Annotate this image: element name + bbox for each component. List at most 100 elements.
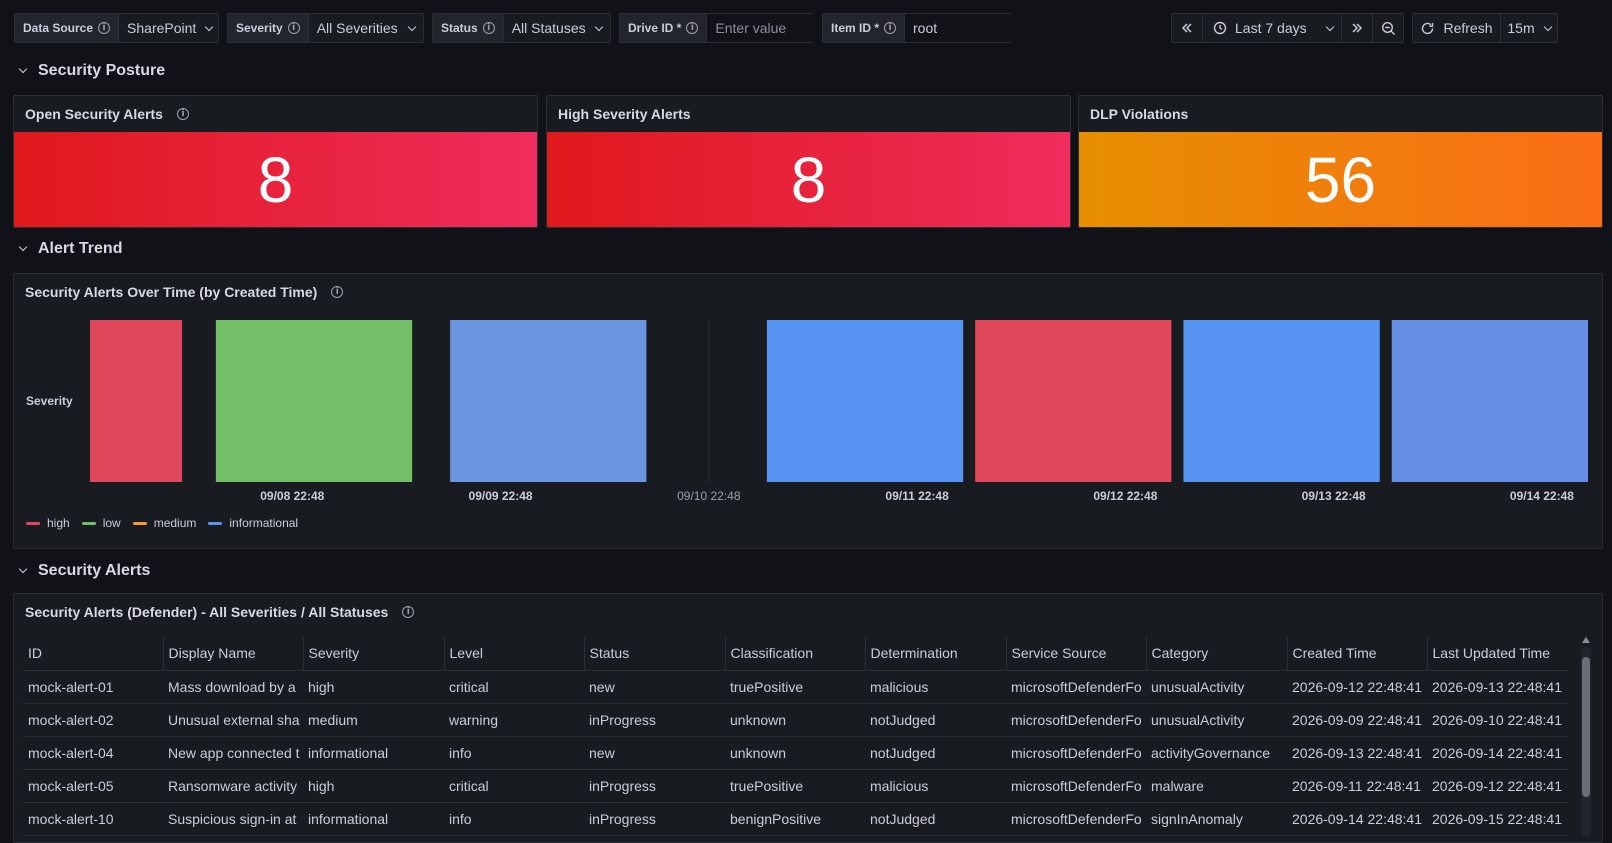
table-cell: info (444, 736, 584, 770)
refresh-button[interactable]: Refresh (1412, 13, 1501, 43)
info-icon[interactable]: i (98, 22, 111, 34)
scroll-thumb[interactable] (1582, 657, 1590, 797)
timeline-bar-high[interactable] (90, 320, 183, 482)
legend-item[interactable]: informational (208, 516, 298, 530)
drive-id-input[interactable] (707, 14, 818, 42)
x-tick-label: 09/09 22:48 (469, 489, 533, 503)
table-cell: high (303, 670, 444, 704)
column-header[interactable]: Level (443, 637, 584, 671)
severity-label: Severity (236, 21, 283, 35)
table-cell: 2026-09-15 22:48:41 (1427, 802, 1568, 836)
legend-item[interactable]: low (81, 516, 121, 530)
time-shift-back-button[interactable] (1171, 13, 1203, 43)
column-header[interactable]: Classification (724, 637, 865, 671)
table-row[interactable]: mock-alert-01 Mass download by a high criti… (23, 670, 1568, 704)
info-icon[interactable]: i (176, 108, 189, 120)
column-header[interactable]: Category (1145, 637, 1287, 671)
variable-status: Status i All Statuses (432, 13, 611, 43)
variable-label: Item ID * i (823, 14, 906, 42)
table-row[interactable]: mock-alert-04 New app connected t informat… (23, 736, 1568, 770)
legend-swatch (81, 521, 96, 525)
row-alert-trend[interactable]: Alert Trend (18, 240, 122, 258)
table-row[interactable]: mock-alert-02 Unusual external sha medium w… (23, 703, 1568, 737)
status-label: Status (441, 21, 478, 35)
info-icon[interactable]: i (331, 286, 344, 298)
state-timeline-chart: Severity 09/08 22:48 09/09 22:48 09/10 22:4… (26, 320, 1588, 503)
info-icon[interactable]: i (686, 22, 699, 34)
table-cell: truePositive (725, 769, 865, 803)
stat-value-area: 56 (1079, 132, 1602, 227)
table-header-row: ID Display Name Severity Level Status Classif… (23, 637, 1568, 671)
info-icon[interactable]: i (287, 22, 300, 34)
legend-item[interactable]: medium (132, 516, 197, 530)
legend-label: low (102, 516, 121, 530)
timeline-bar-low[interactable] (215, 320, 413, 482)
zoom-out-button[interactable] (1372, 13, 1404, 43)
table-cell: mock-alert-10 (23, 802, 163, 836)
timeline-bar-high[interactable] (975, 320, 1172, 482)
table-cell: malware (1146, 769, 1287, 803)
time-shift-forward-button[interactable] (1341, 13, 1373, 43)
refresh-interval-picker[interactable]: 15m (1500, 13, 1558, 43)
table-cell: 2026-09-14 22:48:41 (1427, 736, 1568, 770)
stat-panel-dlp-violations: DLP Violations 56 (1078, 95, 1603, 228)
table-cell: informational (303, 736, 444, 770)
table-cell: microsoftDefenderFo (1006, 802, 1146, 836)
table-cell: notJudged (865, 703, 1006, 737)
legend-item[interactable]: high (26, 516, 70, 530)
x-tick-label: 09/10 22:48 (677, 489, 741, 503)
column-header[interactable]: Created Time (1286, 637, 1427, 671)
column-header[interactable]: Determination (864, 637, 1006, 671)
variable-severity: Severity i All Severities (227, 13, 424, 43)
info-icon[interactable]: i (884, 22, 897, 34)
column-header[interactable]: Last Updated Time (1426, 637, 1568, 671)
table-cell: 2026-09-12 22:48:41 (1427, 769, 1568, 803)
table-cell: microsoftDefenderFo (1006, 670, 1146, 704)
timeline-bar-informational[interactable] (450, 320, 647, 482)
status-select[interactable]: All Statuses (504, 14, 610, 42)
chevron-down-icon (18, 564, 28, 574)
y-axis-label: Severity (26, 394, 73, 408)
timeline-bar-informational[interactable] (766, 320, 964, 482)
dashboard-toolbar: Data Source i SharePoint Severity i All … (14, 13, 1602, 43)
table-cell: unusualActivity (1146, 703, 1287, 737)
table-cell: 2026-09-14 22:48:41 (1287, 802, 1427, 836)
table-row[interactable]: mock-alert-10 Suspicious sign-in at inform… (23, 802, 1568, 836)
table-row[interactable]: mock-alert-05 Ransomware activity high crit… (23, 769, 1568, 803)
table-cell: 2026-09-12 22:48:41 (1287, 670, 1427, 704)
variable-item-id: Item ID * i (822, 13, 1016, 43)
variable-label: Severity i (228, 14, 309, 42)
time-range-picker[interactable]: Last 7 days (1202, 13, 1342, 43)
table-cell: Unusual external sha (163, 703, 303, 737)
row-security-posture[interactable]: Security Posture (18, 62, 165, 80)
scroll-up-icon[interactable] (1582, 637, 1590, 643)
variable-data-source: Data Source i SharePoint (14, 13, 219, 43)
legend-label: medium (153, 516, 197, 530)
table-scrollbar[interactable] (1581, 637, 1591, 837)
table-cell: microsoftDefenderFo (1006, 769, 1146, 803)
row-security-alerts[interactable]: Security Alerts (18, 562, 150, 580)
info-icon[interactable]: i (482, 22, 495, 34)
table-cell: 2026-09-13 22:48:41 (1287, 736, 1427, 770)
table-cell: benignPositive (725, 802, 865, 836)
table-cell: inProgress (584, 769, 725, 803)
column-header[interactable]: Service Source (1005, 637, 1146, 671)
table-title: Security Alerts (Defender) - All Severit… (25, 604, 389, 620)
data-source-select[interactable]: SharePoint (119, 14, 220, 42)
zoom-out-icon (1381, 21, 1395, 35)
item-id-input[interactable] (905, 14, 1016, 42)
table-cell: truePositive (725, 670, 865, 704)
column-header[interactable]: Severity (302, 637, 444, 671)
refresh-label: Refresh (1443, 20, 1493, 36)
x-tick-label: 09/13 22:48 (1302, 489, 1366, 503)
table-cell: high (303, 769, 444, 803)
table-cell: New app connected t (163, 736, 303, 770)
timeline-bar-informational[interactable] (1391, 320, 1588, 482)
refresh-icon (1422, 22, 1434, 34)
column-header[interactable]: Status (583, 637, 725, 671)
timeline-bar-informational[interactable] (1183, 320, 1380, 482)
severity-select[interactable]: All Severities (309, 14, 423, 42)
column-header[interactable]: ID (23, 637, 163, 671)
column-header[interactable]: Display Name (162, 637, 303, 671)
info-icon[interactable]: i (402, 606, 415, 618)
